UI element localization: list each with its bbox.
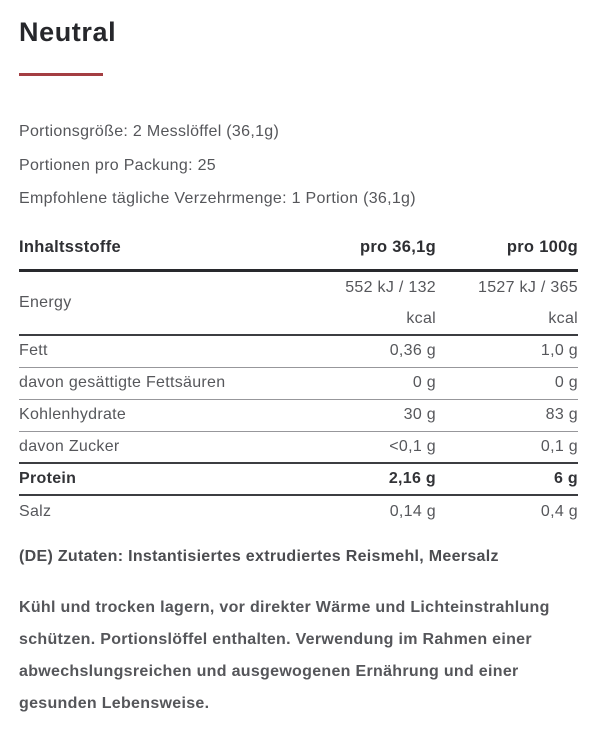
table-row-saturated-fat: davon gesättigte Fettsäuren 0 g 0 g xyxy=(19,368,578,400)
table-row-carbohydrates: Kohlenhydrate 30 g 83 g xyxy=(19,400,578,432)
nutrient-label: Fett xyxy=(19,342,48,359)
value-per-serving: 2,16 g xyxy=(388,469,436,487)
value-per-100g: 0,1 g xyxy=(540,437,578,455)
nutrient-label: Salz xyxy=(19,502,52,520)
table-row-fat: Fett 0,36 g 1,0 g xyxy=(19,336,578,368)
table-row-sugar: davon Zucker <0,1 g 0,1 g xyxy=(19,432,578,464)
value-per-100g: 0,4 g xyxy=(540,502,578,520)
nutrient-label: Kohlenhydrate xyxy=(19,406,127,423)
col-header-nutrients: Inhaltsstoffe xyxy=(19,237,121,256)
nutrient-label: Protein xyxy=(19,469,77,487)
value-per-100g: 83 g xyxy=(545,406,578,423)
col-header-per-serving: pro 36,1g xyxy=(359,237,436,256)
value-per-serving: 552 kJ / 132 kcal xyxy=(345,278,436,327)
nutrient-label: davon gesättigte Fettsäuren xyxy=(19,374,226,391)
storage-note: Kühl und trocken lagern, vor direkter Wä… xyxy=(19,598,550,712)
value-per-serving: 0 g xyxy=(412,374,436,391)
servings-per-pack-line: Portionen pro Packung: 25 xyxy=(19,156,216,174)
page-title: Neutral xyxy=(19,17,117,47)
value-per-100g: 0 g xyxy=(554,374,578,391)
value-per-100g: 1527 kJ / 365 kcal xyxy=(478,278,578,327)
table-row-energy: Energy 552 kJ / 132 kcal 1527 kJ / 365 k… xyxy=(19,272,578,336)
value-per-serving: <0,1 g xyxy=(389,437,436,455)
ingredients-line: (DE) Zutaten: Instantisiertes extrudiert… xyxy=(19,547,499,565)
value-per-100g: 6 g xyxy=(553,469,578,487)
nutrient-label: davon Zucker xyxy=(19,437,120,455)
value-per-serving: 0,14 g xyxy=(389,502,436,520)
accent-rule xyxy=(19,73,103,76)
nutrition-table: Inhaltsstoffe pro 36,1g pro 100g Energy … xyxy=(19,238,578,528)
table-row-protein: Protein 2,16 g 6 g xyxy=(19,464,578,496)
nutrient-label: Energy xyxy=(19,293,72,311)
value-per-serving: 30 g xyxy=(403,406,436,423)
serving-size-line: Portionsgröße: 2 Messlöffel (36,1g) xyxy=(19,123,280,140)
recommended-daily-line: Empfohlene tägliche Verzehrmenge: 1 Port… xyxy=(19,190,416,207)
table-row-salt: Salz 0,14 g 0,4 g xyxy=(19,496,578,528)
value-per-serving: 0,36 g xyxy=(389,342,436,359)
serving-info: Portionsgröße: 2 Messlöffel (36,1g) Port… xyxy=(19,115,578,216)
value-per-100g: 1,0 g xyxy=(540,342,578,359)
table-header-row: Inhaltsstoffe pro 36,1g pro 100g xyxy=(19,238,578,272)
col-header-per-100g: pro 100g xyxy=(506,237,578,256)
